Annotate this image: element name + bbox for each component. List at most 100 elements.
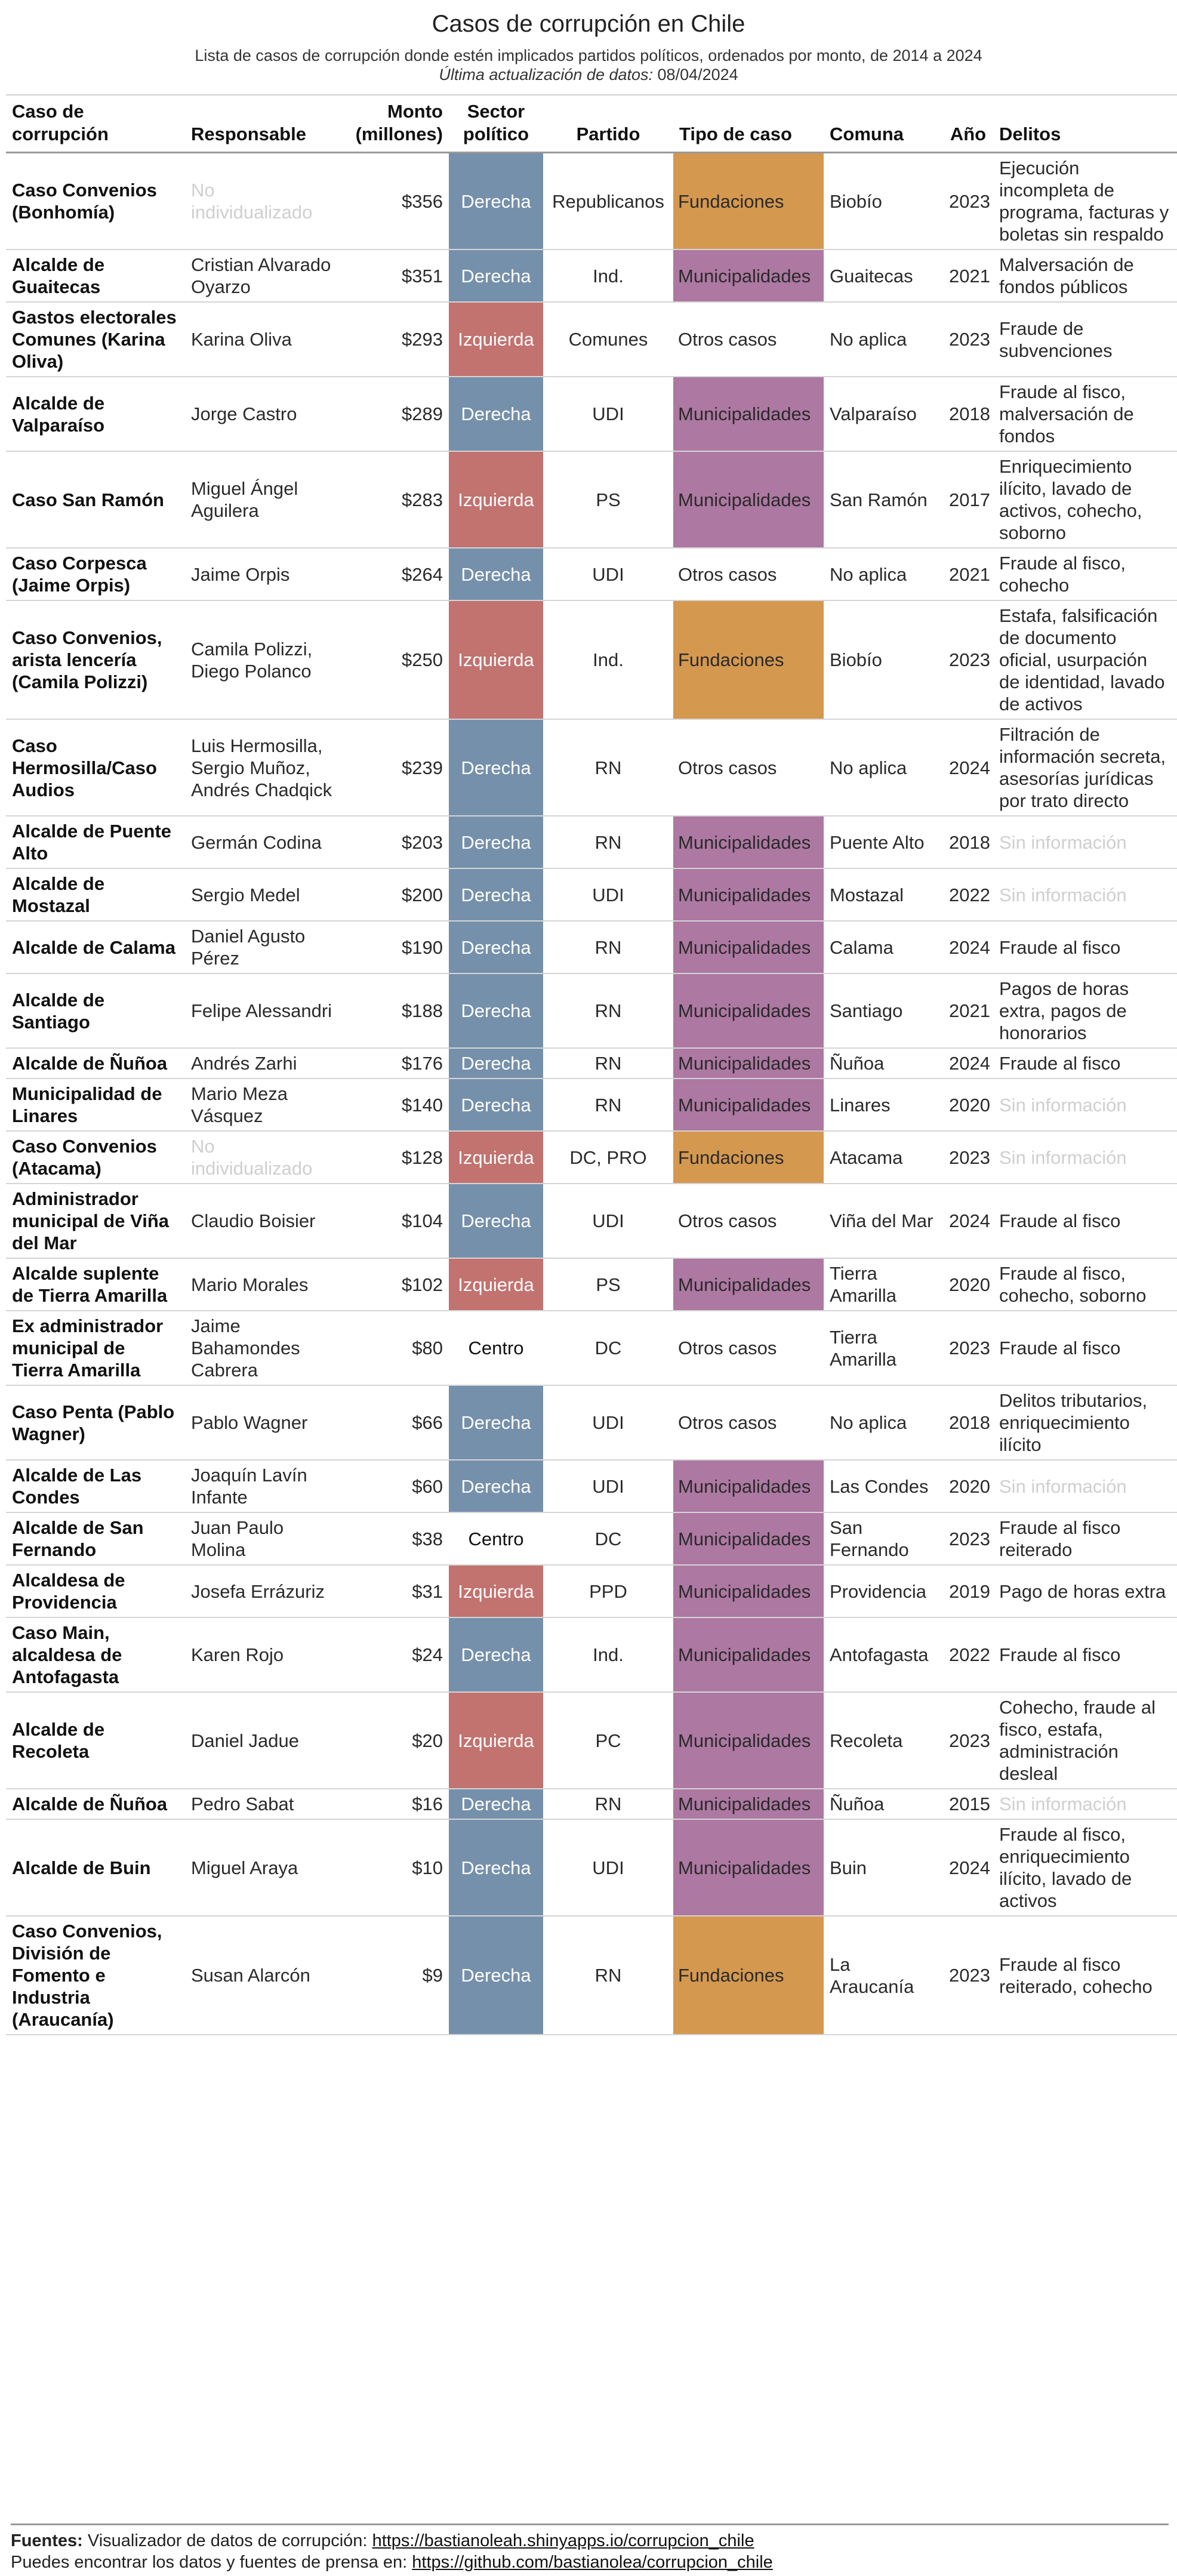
cell-tipo: Municipalidades — [673, 1048, 824, 1079]
cell-caso: Alcalde de San Fernando — [6, 1512, 185, 1566]
cell-delitos: Sin información — [993, 1131, 1177, 1184]
cell-sector: Izquierda — [449, 1565, 543, 1618]
cell-delitos: Filtración de información secreta, aseso… — [993, 719, 1177, 816]
cell-caso: Caso Main, alcaldesa de Antofagasta — [6, 1617, 185, 1693]
cell-caso: Alcalde de Guaitecas — [6, 249, 185, 303]
cell-caso: Gastos electorales Comunes (Karina Oliva… — [6, 302, 185, 377]
cell-delitos: Ejecución incompleta de programa, factur… — [993, 152, 1177, 250]
cell-caso: Alcalde de Puente Alto — [6, 816, 185, 869]
cell-tipo: Municipalidades — [673, 1789, 824, 1820]
col-header-partido: Partido — [543, 94, 673, 153]
corruption-table: Caso de corrupción Responsable Monto (mi… — [6, 94, 1177, 2035]
cell-anio: 2023 — [943, 1512, 993, 1566]
table-row: Alcalde de Mostazal Sergio Medel $200 Derec… — [6, 868, 1177, 922]
cell-caso: Caso Hermosilla/Caso Audios — [6, 719, 185, 816]
cell-tipo: Municipalidades — [673, 1617, 824, 1693]
footer-line1-text: Visualizador de datos de corrupción: — [87, 2531, 368, 2550]
cell-monto: $128 — [339, 1131, 449, 1184]
cell-monto: $203 — [339, 816, 449, 869]
update-label: Última actualización de datos: — [439, 66, 654, 84]
cell-partido: Ind. — [543, 600, 673, 720]
cell-monto: $20 — [339, 1692, 449, 1789]
update-info: Última actualización de datos: 08/04/202… — [0, 66, 1177, 84]
cell-monto: $16 — [339, 1789, 449, 1820]
cell-caso: Alcaldesa de Providencia — [6, 1565, 185, 1618]
cell-partido: DC, PRO — [543, 1131, 673, 1184]
cell-responsable: Miguel Araya — [185, 1819, 339, 1916]
cell-partido: Ind. — [543, 1617, 673, 1693]
cell-monto: $356 — [339, 152, 449, 250]
footer-link-github[interactable]: https://github.com/bastianolea/corrupcio… — [412, 2553, 773, 2572]
cell-delitos: Pago de horas extra — [993, 1565, 1177, 1618]
cell-caso: Alcalde de Valparaíso — [6, 377, 185, 452]
cell-sector: Centro — [449, 1512, 543, 1566]
cell-responsable: Daniel Agusto Pérez — [185, 921, 339, 974]
cell-monto: $239 — [339, 719, 449, 816]
cell-delitos: Cohecho, fraude al fisco, estafa, admini… — [993, 1692, 1177, 1789]
cell-sector: Izquierda — [449, 302, 543, 377]
cell-sector: Izquierda — [449, 1692, 543, 1789]
cell-responsable: No individualizado — [185, 1131, 339, 1184]
cell-responsable: Cristian Alvarado Oyarzo — [185, 249, 339, 303]
cell-partido: PS — [543, 451, 673, 549]
cell-tipo: Municipalidades — [673, 377, 824, 452]
cell-monto: $31 — [339, 1565, 449, 1618]
cell-responsable: Sergio Medel — [185, 868, 339, 922]
cell-responsable: Jaime Bahamondes Cabrera — [185, 1311, 339, 1386]
cell-delitos: Pagos de horas extra, pagos de honorario… — [993, 973, 1177, 1049]
cell-partido: UDI — [543, 377, 673, 452]
cell-responsable: Germán Codina — [185, 816, 339, 869]
table-row: Alcalde de Ñuñoa Pedro Sabat $16 Derecha RN M… — [6, 1789, 1177, 1820]
cell-caso: Alcalde de Buin — [6, 1819, 185, 1916]
table-row: Caso Hermosilla/Caso Audios Luis Hermosil… — [6, 719, 1177, 816]
col-header-comuna: Comuna — [824, 94, 943, 153]
footer-link-visualizer[interactable]: https://bastianoleah.shinyapps.io/corrup… — [372, 2531, 754, 2550]
cell-monto: $200 — [339, 868, 449, 922]
cell-responsable: No individualizado — [185, 152, 339, 250]
cell-anio: 2022 — [943, 1617, 993, 1693]
table-row: Alcalde de Puente Alto Germán Codina $203 D… — [6, 816, 1177, 869]
cell-monto: $10 — [339, 1819, 449, 1916]
table-row: Caso Convenios, División de Fomento e In… — [6, 1916, 1177, 2035]
cell-comuna: Recoleta — [824, 1692, 943, 1789]
footer: Fuentes: Visualizador de datos de corrup… — [11, 2523, 1169, 2573]
cell-monto: $188 — [339, 973, 449, 1049]
cell-anio: 2019 — [943, 1565, 993, 1618]
cell-partido: RN — [543, 973, 673, 1049]
cell-delitos: Fraude al fisco, malversación de fondos — [993, 377, 1177, 452]
cell-partido: RN — [543, 1789, 673, 1820]
cell-monto: $140 — [339, 1079, 449, 1132]
cell-partido: UDI — [543, 1184, 673, 1259]
cell-partido: Republicanos — [543, 152, 673, 250]
cell-partido: UDI — [543, 1385, 673, 1460]
cell-delitos: Delitos tributarios, enriquecimiento ilí… — [993, 1385, 1177, 1460]
cell-anio: 2023 — [943, 1916, 993, 2035]
cell-monto: $24 — [339, 1617, 449, 1693]
cell-sector: Derecha — [449, 377, 543, 452]
cell-comuna: Las Condes — [824, 1460, 943, 1513]
cell-caso: Alcalde de Santiago — [6, 973, 185, 1049]
table-row: Alcaldesa de Providencia Josefa Errázuriz… — [6, 1565, 1177, 1618]
cell-sector: Derecha — [449, 1916, 543, 2035]
cell-tipo: Municipalidades — [673, 1565, 824, 1618]
cell-anio: 2024 — [943, 921, 993, 974]
cell-partido: PPD — [543, 1565, 673, 1618]
page-title: Casos de corrupción en Chile — [432, 11, 745, 37]
table-row: Municipalidad de Linares Mario Meza Vásqu… — [6, 1079, 1177, 1132]
cell-monto: $264 — [339, 548, 449, 601]
cell-tipo: Fundaciones — [673, 152, 824, 250]
cell-tipo: Municipalidades — [673, 1460, 824, 1513]
cell-comuna: Guaitecas — [824, 249, 943, 303]
cell-anio: 2021 — [943, 548, 993, 601]
cell-caso: Caso Corpesca (Jaime Orpis) — [6, 548, 185, 601]
cell-comuna: Tierra Amarilla — [824, 1258, 943, 1311]
col-header-tipo: Tipo de caso — [673, 94, 824, 153]
cell-comuna: Ñuñoa — [824, 1048, 943, 1079]
cell-tipo: Municipalidades — [673, 1258, 824, 1311]
cell-comuna: No aplica — [824, 719, 943, 816]
update-date: 08/04/2024 — [657, 66, 738, 84]
cell-tipo: Fundaciones — [673, 600, 824, 720]
cell-caso: Alcalde de Recoleta — [6, 1692, 185, 1789]
cell-sector: Derecha — [449, 1789, 543, 1820]
cell-tipo: Municipalidades — [673, 868, 824, 922]
